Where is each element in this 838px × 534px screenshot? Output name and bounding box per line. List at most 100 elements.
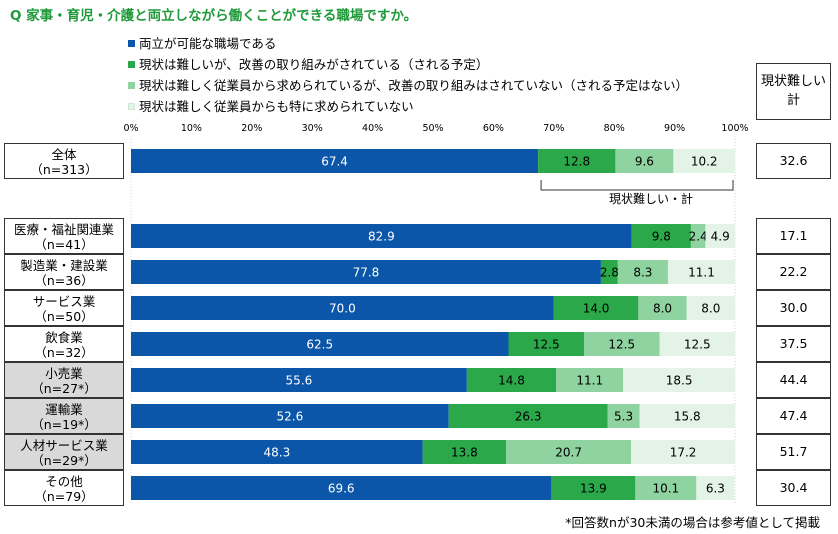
data-label: 12.5 — [608, 338, 635, 352]
data-label: 8.3 — [633, 266, 652, 280]
data-label: 77.8 — [353, 266, 380, 280]
legend-item: 現状は難しく従業員からも特に求められていない — [128, 96, 688, 117]
total-value: 44.4 — [756, 362, 831, 398]
bar-segment — [631, 224, 691, 248]
category-n: （n=32） — [34, 345, 94, 360]
category-label: 医療・福祉関連業 （n=41） — [4, 218, 124, 254]
x-tick-label: 10% — [181, 123, 202, 134]
footnote: *回答数nが30未満の場合は参考値として掲載 — [565, 515, 820, 530]
data-label: 13.8 — [451, 446, 478, 460]
x-tick-label: 100% — [721, 123, 748, 134]
data-label: 11.1 — [576, 374, 603, 388]
data-label: 8.0 — [653, 302, 672, 316]
legend-label: 現状は難しいが、改善の取り組みがされている（される予定） — [139, 57, 489, 72]
legend-item: 両立が可能な職場である — [128, 33, 688, 54]
legend: 両立が可能な職場である 現状は難しいが、改善の取り組みがされている（される予定）… — [128, 33, 688, 117]
bar-segment — [538, 149, 616, 173]
category-name: 人材サービス業 — [20, 438, 108, 453]
bar-segment — [131, 368, 467, 392]
legend-swatch — [128, 103, 135, 110]
right-header-line2: 計 — [786, 93, 800, 108]
category-name: 製造業・建設業 — [20, 258, 108, 273]
bracket-label: 現状難しい・計 — [609, 191, 693, 206]
category-label: 人材サービス業 （n=29*） — [4, 434, 124, 470]
bar-segment — [131, 440, 423, 464]
data-label: 13.9 — [580, 482, 607, 496]
category-name: 小売業 — [45, 366, 83, 381]
category-n: （n=29*） — [31, 453, 97, 468]
bar-segment — [131, 332, 509, 356]
data-label: 67.4 — [321, 155, 348, 169]
category-name: サービス業 — [32, 294, 96, 309]
bar-segment — [448, 404, 608, 428]
data-label: 70.0 — [329, 302, 356, 316]
legend-swatch — [128, 82, 135, 89]
bar-segment — [673, 149, 735, 173]
data-label: 52.6 — [276, 410, 303, 424]
total-value: 30.0 — [756, 290, 831, 326]
data-label: 2.4 — [689, 230, 708, 244]
category-n: （n=313） — [30, 162, 98, 177]
bar-segment — [131, 476, 552, 500]
data-label: 2.8 — [600, 266, 619, 280]
category-name: その他 — [45, 474, 83, 489]
bar-segment — [607, 404, 640, 428]
bar-segment — [131, 296, 554, 320]
data-label: 10.1 — [652, 482, 679, 496]
total-value: 37.5 — [756, 326, 831, 362]
data-label: 69.6 — [328, 482, 355, 496]
bar-segment — [131, 149, 539, 173]
data-label: 82.9 — [368, 230, 395, 244]
legend-swatch — [128, 61, 135, 68]
x-tick-label: 50% — [422, 123, 443, 134]
category-n: （n=36） — [34, 273, 94, 288]
bar-segment — [686, 296, 735, 320]
total-value: 32.6 — [756, 143, 831, 179]
category-label: 全体 （n=313） — [4, 143, 124, 179]
bar-segment — [615, 149, 674, 173]
x-tick-label: 70% — [543, 123, 564, 134]
total-value: 51.7 — [756, 434, 831, 470]
bar-segment — [508, 332, 584, 356]
total-value: 22.2 — [756, 254, 831, 290]
data-label: 55.6 — [286, 374, 313, 388]
category-label: 飲食業 （n=32） — [4, 326, 124, 362]
x-tick-label: 80% — [604, 123, 625, 134]
data-label: 62.5 — [306, 338, 333, 352]
bar-segment — [584, 332, 660, 356]
legend-swatch — [128, 40, 135, 47]
bar-segment — [506, 440, 632, 464]
data-label: 26.3 — [515, 410, 542, 424]
category-label: サービス業 （n=50） — [4, 290, 124, 326]
bar-segment — [623, 368, 735, 392]
category-n: （n=19*） — [31, 417, 97, 432]
legend-label: 両立が可能な職場である — [139, 36, 277, 51]
data-label: 18.5 — [666, 374, 693, 388]
bar-segment — [556, 368, 624, 392]
bar-segment — [635, 476, 697, 500]
total-value: 30.4 — [756, 470, 831, 506]
bar-segment — [131, 224, 632, 248]
right-header: 現状難しい 計 — [756, 63, 831, 120]
x-tick-label: 30% — [302, 123, 323, 134]
bar-segment — [639, 404, 735, 428]
bar-segment — [659, 332, 735, 356]
right-header-line1: 現状難しい — [760, 74, 826, 89]
bar-segment — [600, 260, 618, 284]
bracket — [540, 180, 734, 191]
chart-title: Q 家事・育児・介護と両立しながら働くことができる職場ですか。 — [10, 8, 418, 24]
data-label: 8.0 — [701, 302, 720, 316]
total-value: 17.1 — [756, 218, 831, 254]
category-label: 小売業 （n=27*） — [4, 362, 124, 398]
category-name: 全体 — [51, 147, 77, 162]
bar-segment — [667, 260, 735, 284]
bar-segment — [131, 260, 601, 284]
bar-segment — [422, 440, 507, 464]
legend-item: 現状は難しいが、改善の取り組みがされている（される予定） — [128, 54, 688, 75]
data-label: 6.3 — [706, 482, 725, 496]
data-label: 12.8 — [563, 155, 590, 169]
bar-segment — [638, 296, 687, 320]
category-label: 運輸業 （n=19*） — [4, 398, 124, 434]
legend-label: 現状は難しく従業員からも特に求められていない — [139, 99, 414, 114]
